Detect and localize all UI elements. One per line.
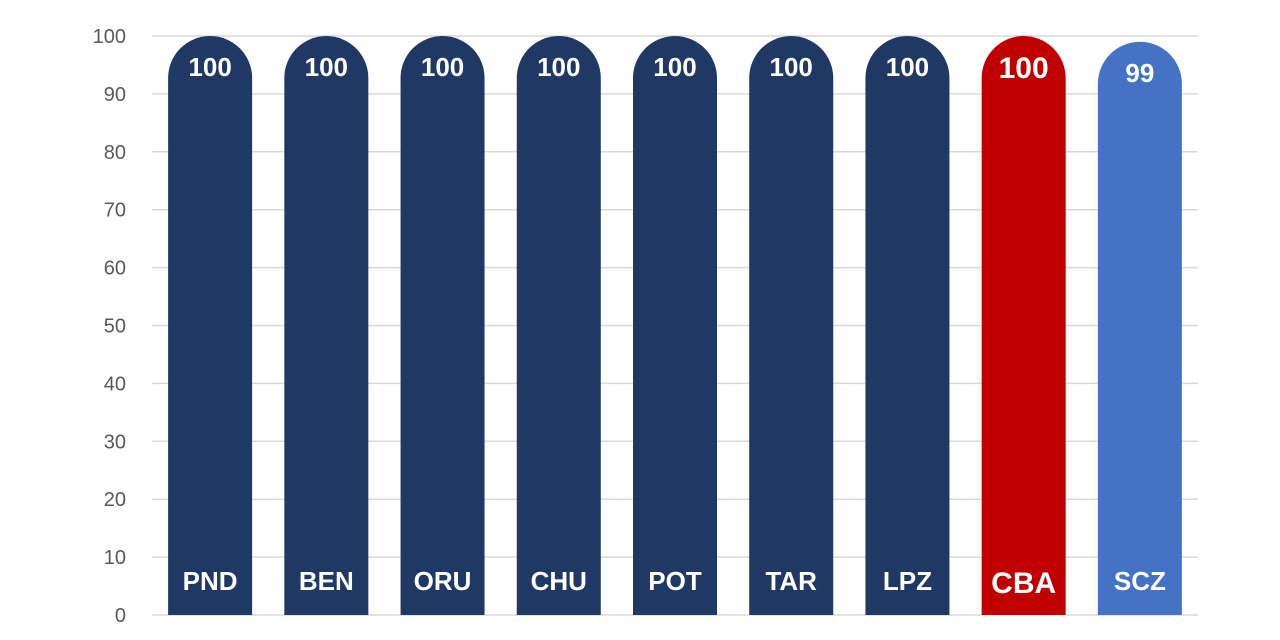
bar-group-oru: 100 ORU [400,36,485,616]
bar-group-scz: 99 SCZ [1097,41,1182,616]
bar-value-label: 100 [537,52,580,82]
bar-group-tar: 100 TAR [749,36,834,616]
y-tick-label: 50 [104,316,126,338]
bar-value-label: 100 [421,52,464,82]
bar-value-label: 100 [653,52,696,82]
bar [749,36,834,616]
bar-group-lpz: 100 LPZ [865,36,950,616]
bar [168,36,253,616]
bar [400,36,485,616]
y-tick-label: 60 [104,258,126,280]
bar-category-label: TAR [765,566,817,596]
bar-group-pnd: 100 PND [168,36,253,616]
bar [284,36,369,616]
y-tick-label: 20 [104,489,126,511]
bar-value-label: 100 [886,52,929,82]
y-tick-label: 90 [104,84,126,106]
bar [865,36,950,616]
bar-group-cba: 100 CBA [981,36,1066,616]
y-tick-label: 80 [104,142,126,164]
bar-group-ben: 100 BEN [284,36,369,616]
y-tick-label: 70 [104,200,126,222]
bar-category-label: BEN [299,566,354,596]
y-tick-label: 100 [93,26,126,48]
bar-value-label: 100 [999,52,1049,85]
y-tick-label: 0 [115,605,126,627]
bar-value-label: 100 [770,52,813,82]
y-tick-label: 10 [104,547,126,569]
bars: 100 PND 100 BEN 100 ORU 100 CHU 100 POT 100 TAR 100 L… [168,36,1182,616]
y-tick-label: 40 [104,373,126,395]
bar-group-chu: 100 CHU [516,36,601,616]
y-tick-label: 30 [104,431,126,453]
bar-category-label: SCZ [1114,566,1166,596]
bar-value-label: 100 [305,52,348,82]
bar [1097,41,1182,616]
bar-category-label: ORU [414,566,472,596]
bar [981,36,1066,616]
bar-category-label: PND [183,566,238,596]
bar [633,36,717,616]
bar-value-label: 100 [188,52,231,82]
bar-value-label: 99 [1125,58,1154,88]
bar-category-label: POT [648,566,702,596]
bar-category-label: CBA [991,567,1056,600]
bar [516,36,601,616]
bar-group-pot: 100 POT [633,36,717,616]
bar-category-label: CHU [531,566,587,596]
y-axis-tick-labels: 0 10 20 30 40 50 60 70 80 90 100 [93,26,126,627]
bar-category-label: LPZ [883,566,932,596]
